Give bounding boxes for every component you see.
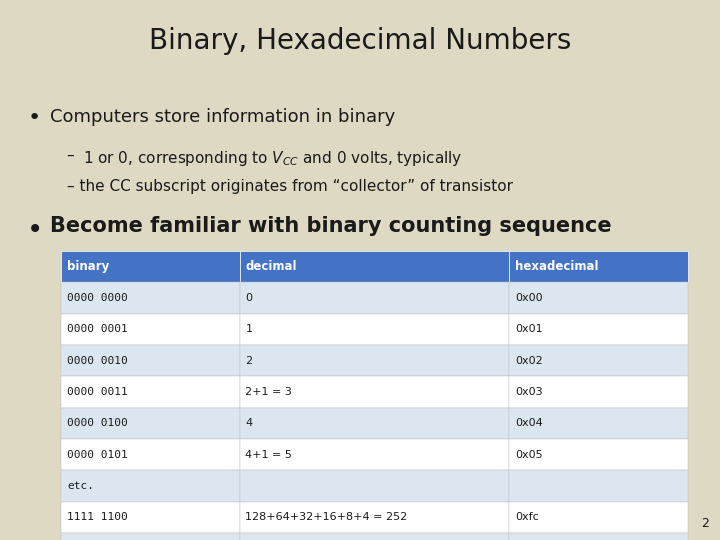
Bar <box>509 376 688 408</box>
Text: 0000 0100: 0000 0100 <box>67 418 127 428</box>
Text: 0000 0011: 0000 0011 <box>67 387 127 397</box>
Text: 0000 0101: 0000 0101 <box>67 450 127 460</box>
Bar <box>61 251 240 282</box>
Text: 0000 0000: 0000 0000 <box>67 293 127 303</box>
Bar <box>240 314 509 345</box>
Bar <box>61 314 240 345</box>
Text: 4: 4 <box>246 418 253 428</box>
Text: hexadecimal: hexadecimal <box>515 260 598 273</box>
Bar <box>61 439 240 470</box>
Text: 2: 2 <box>246 356 253 366</box>
Text: 0x05: 0x05 <box>515 450 542 460</box>
Text: 0000 0010: 0000 0010 <box>67 356 127 366</box>
Text: decimal: decimal <box>246 260 297 273</box>
Text: 2+1 = 3: 2+1 = 3 <box>246 387 292 397</box>
Text: –: – <box>67 148 79 164</box>
Text: 1: 1 <box>246 325 253 334</box>
Text: •: • <box>27 216 44 244</box>
Bar <box>509 345 688 376</box>
Bar <box>240 502 509 533</box>
Bar <box>240 439 509 470</box>
Bar <box>509 251 688 282</box>
Bar <box>240 251 509 282</box>
Text: 0xfc: 0xfc <box>515 512 539 522</box>
Bar <box>509 282 688 314</box>
Bar <box>61 533 240 540</box>
Text: – the CC subscript originates from “collector” of transistor: – the CC subscript originates from “coll… <box>67 179 513 194</box>
Text: 0x00: 0x00 <box>515 293 542 303</box>
Bar <box>509 314 688 345</box>
Bar <box>509 502 688 533</box>
Text: 4+1 = 5: 4+1 = 5 <box>246 450 292 460</box>
Text: 1 or 0, corresponding to $V_{CC}$ and 0 volts, typically: 1 or 0, corresponding to $V_{CC}$ and 0 … <box>83 148 462 167</box>
Bar <box>61 470 240 502</box>
Text: Become familiar with binary counting sequence: Become familiar with binary counting seq… <box>50 216 612 236</box>
Text: 0000 0001: 0000 0001 <box>67 325 127 334</box>
Text: 1111 1100: 1111 1100 <box>67 512 127 522</box>
Text: 0x04: 0x04 <box>515 418 543 428</box>
Bar <box>61 376 240 408</box>
Bar <box>509 408 688 439</box>
Bar <box>240 376 509 408</box>
Text: binary: binary <box>67 260 109 273</box>
Bar <box>61 502 240 533</box>
Text: 0: 0 <box>246 293 253 303</box>
Bar <box>240 408 509 439</box>
Text: Computers store information in binary: Computers store information in binary <box>50 108 396 126</box>
Bar <box>61 408 240 439</box>
Text: 2: 2 <box>701 517 709 530</box>
Bar <box>509 533 688 540</box>
Text: 0x01: 0x01 <box>515 325 542 334</box>
Bar <box>240 533 509 540</box>
Text: 0x02: 0x02 <box>515 356 543 366</box>
Bar <box>61 282 240 314</box>
Text: 0x03: 0x03 <box>515 387 542 397</box>
Bar <box>240 345 509 376</box>
Text: •: • <box>27 108 40 128</box>
Text: etc.: etc. <box>67 481 94 491</box>
Text: 128+64+32+16+8+4 = 252: 128+64+32+16+8+4 = 252 <box>246 512 408 522</box>
Bar <box>61 345 240 376</box>
Bar <box>509 439 688 470</box>
Text: Binary, Hexadecimal Numbers: Binary, Hexadecimal Numbers <box>149 27 571 55</box>
Bar <box>240 470 509 502</box>
Bar <box>240 282 509 314</box>
Bar <box>509 470 688 502</box>
